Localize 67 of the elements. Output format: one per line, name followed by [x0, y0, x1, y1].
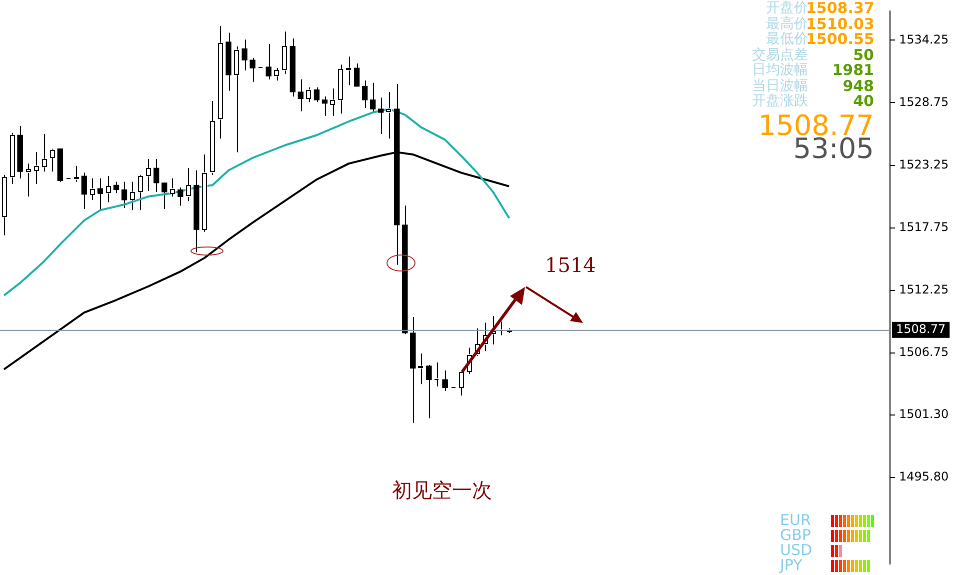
candlestick: [338, 64, 344, 114]
candlestick: [113, 181, 120, 194]
candlestick: [386, 91, 392, 140]
annotation: 50: [853, 46, 874, 64]
candlestick: [346, 56, 352, 86]
annotation: 最高价: [765, 16, 808, 32]
candlestick: [137, 174, 144, 211]
ref-line-label: 1508.77: [896, 322, 946, 336]
candlestick: [330, 88, 336, 116]
candlestick: [306, 86, 312, 103]
candlestick: [250, 57, 256, 82]
candlestick: [33, 152, 39, 185]
candlestick: [41, 134, 47, 172]
annotation: 开盘价: [765, 0, 808, 16]
candlestick: [274, 68, 280, 82]
candlestick: [186, 168, 192, 202]
annotation: 1981: [832, 61, 874, 79]
annotation: 1510.03: [806, 14, 874, 32]
candlestick: [442, 370, 448, 392]
y-tick-label: 1528.75: [899, 94, 949, 109]
candlestick: [218, 25, 224, 140]
candlestick: [146, 158, 152, 192]
y-tick-label: 1523.25: [899, 157, 949, 172]
annotation: GBP: [780, 526, 811, 544]
candlestick: [266, 44, 272, 80]
candlestick: [89, 178, 96, 200]
candlestick: [9, 132, 15, 185]
annotation: 1508.37: [806, 0, 874, 17]
candlestick: [418, 352, 424, 385]
annotation: USD: [780, 541, 812, 559]
candlestick: [25, 163, 31, 198]
y-tick-label: 1517.75: [899, 220, 949, 234]
candlestick: [322, 96, 328, 116]
candlestick: [298, 78, 304, 112]
candlestick: [282, 31, 288, 74]
annotation: 日均波幅: [751, 62, 808, 78]
candlestick: [370, 82, 376, 113]
annotation: 初见空一次: [392, 478, 492, 502]
annotation: 948: [842, 76, 874, 94]
candlestick: [202, 154, 208, 232]
candlestick: [210, 100, 216, 176]
candlestick: [378, 97, 384, 134]
y-tick-label: 1495.80: [899, 470, 949, 484]
y-tick-label: 1534.25: [899, 32, 949, 46]
annotation: EUR: [780, 511, 811, 529]
y-tick-label: 1501.30: [899, 406, 949, 421]
candlestick: [410, 316, 416, 424]
candlestick: [73, 165, 79, 182]
candlestick: [458, 371, 464, 396]
annotation: 最低价: [766, 31, 808, 47]
candlestick: [178, 186, 184, 206]
annotation: 1514: [545, 253, 596, 277]
candlestick: [105, 176, 112, 203]
annotation: 40: [853, 92, 874, 110]
candlestick: [121, 181, 128, 208]
candlestick: [426, 364, 432, 419]
annotation: 当日波幅: [751, 78, 808, 94]
annotation: 1500.55: [806, 30, 874, 48]
y-tick-label: 1512.25: [899, 282, 949, 296]
annotation: JPY: [780, 556, 802, 574]
annotation: 开盘涨跌: [751, 93, 808, 109]
candlestick: [129, 181, 136, 211]
y-tick-label: 1506.75: [899, 345, 949, 360]
annotation: 交易点差: [751, 46, 808, 62]
candlestick: [234, 46, 240, 153]
candlestick: [1, 174, 7, 236]
candlestick: [49, 148, 55, 172]
